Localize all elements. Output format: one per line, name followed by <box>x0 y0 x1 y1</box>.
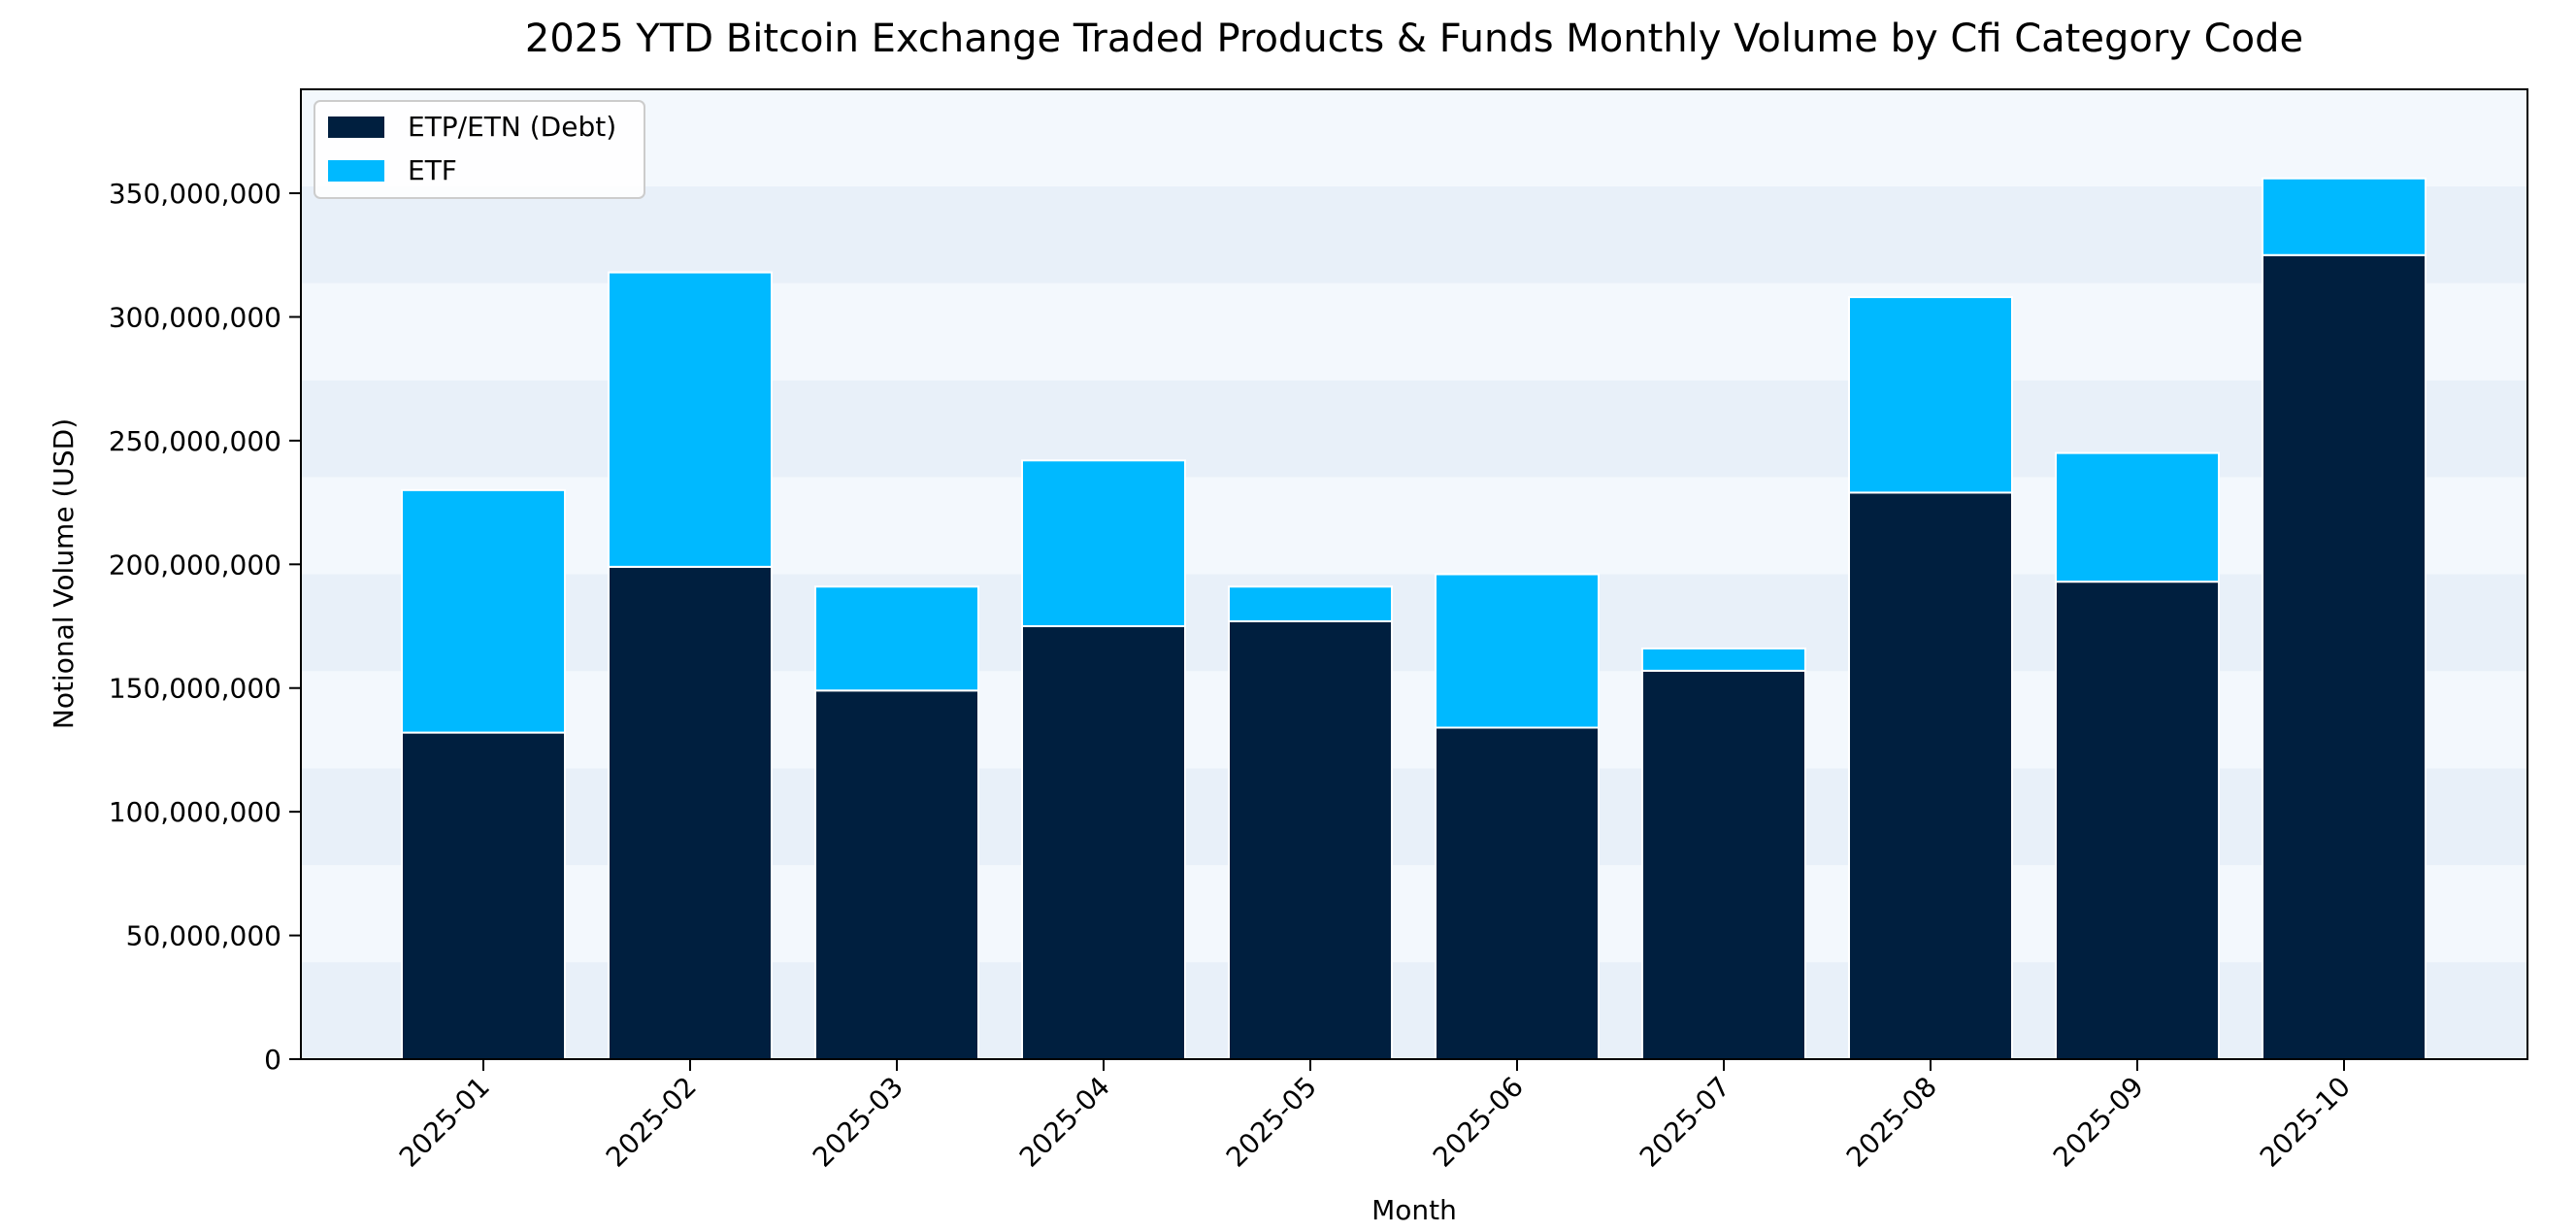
legend-label-etf: ETF <box>408 154 457 186</box>
bar-etf-2025-07 <box>1641 647 1806 672</box>
bar-etf-2025-09 <box>2055 451 2220 583</box>
y-tick-label: 0 <box>264 1044 281 1076</box>
bar-etf-2025-04 <box>1021 459 1186 628</box>
legend-swatch-etp-etn <box>328 116 384 138</box>
bar-etp-etn-2025-05 <box>1228 619 1393 1060</box>
y-tick-label: 300,000,000 <box>109 301 281 333</box>
y-tick-label: 100,000,000 <box>109 796 281 828</box>
y-tick-label: 200,000,000 <box>109 549 281 581</box>
bar-etp-etn-2025-08 <box>1848 491 2013 1060</box>
x-axis-label: Month <box>1371 1194 1457 1226</box>
bar-etp-etn-2025-04 <box>1021 625 1186 1061</box>
bar-etf-2025-10 <box>2262 177 2427 256</box>
legend-label-etp-etn: ETP/ETN (Debt) <box>408 111 616 143</box>
legend: ETP/ETN (Debt) ETF <box>314 100 645 199</box>
bar-etp-etn-2025-02 <box>608 565 773 1061</box>
bar-etf-2025-02 <box>608 271 773 568</box>
bar-etp-etn-2025-03 <box>814 689 979 1060</box>
bar-etp-etn-2025-07 <box>1641 669 1806 1060</box>
legend-box <box>314 100 645 199</box>
bar-etf-2025-05 <box>1228 585 1393 622</box>
bar-etf-2025-06 <box>1435 573 1600 729</box>
background-band <box>301 89 2527 186</box>
bar-etf-2025-01 <box>401 488 566 734</box>
bar-etp-etn-2025-06 <box>1435 726 1600 1061</box>
y-tick-label: 150,000,000 <box>109 673 281 705</box>
bar-etf-2025-03 <box>814 585 979 692</box>
background-band <box>301 185 2527 283</box>
y-tick-label: 250,000,000 <box>109 425 281 457</box>
y-axis-label: Notional Volume (USD) <box>48 418 80 729</box>
bar-etp-etn-2025-01 <box>401 731 566 1060</box>
legend-swatch-etf <box>328 160 384 182</box>
plot-frame <box>300 88 2528 1060</box>
chart-title: 2025 YTD Bitcoin Exchange Traded Product… <box>525 17 2303 61</box>
bar-etp-etn-2025-10 <box>2262 253 2427 1060</box>
y-tick-label: 350,000,000 <box>109 178 281 210</box>
bar-etf-2025-08 <box>1848 296 2013 494</box>
y-tick-label: 50,000,000 <box>126 920 281 952</box>
bar-etp-etn-2025-09 <box>2055 581 2220 1060</box>
